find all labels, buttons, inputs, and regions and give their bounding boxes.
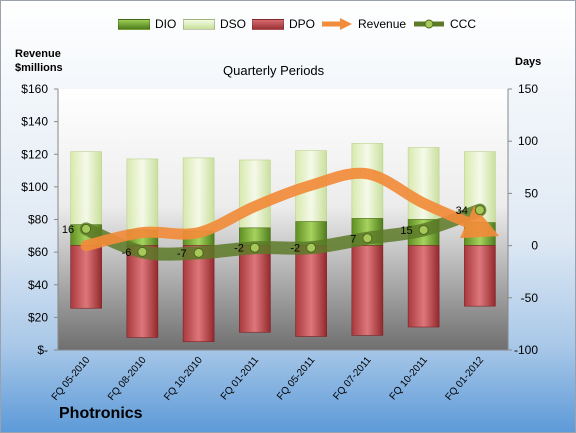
ccc-value-label: 7 [350, 233, 356, 245]
legend-swatch-dso [183, 18, 215, 30]
legend-item-revenue: Revenue [321, 15, 406, 33]
legend-revenue-arrow-icon [322, 18, 352, 30]
plot-title: Quarterly Periods [223, 63, 325, 78]
left-axis-tick-label: $40 [28, 278, 48, 292]
ccc-value-label: -2 [234, 243, 244, 255]
ccc-marker [474, 205, 485, 216]
ccc-value-label: 16 [62, 224, 74, 236]
left-axis-tick-label: $60 [28, 245, 48, 259]
bar-dso [182, 157, 215, 232]
legend-item-dpo: DPO [252, 15, 315, 33]
bar-dpo [239, 245, 271, 333]
bar-dpo [407, 245, 440, 328]
right-axis-tick-label: 0 [531, 239, 538, 253]
right-axis-tick-label: -50 [521, 291, 539, 305]
left-axis-tick-label: $160 [21, 82, 48, 96]
ccc-marker [306, 242, 317, 253]
right-axis-tick-label: 100 [518, 134, 538, 148]
legend-label-dpo: DPO [289, 17, 316, 31]
ccc-marker [362, 233, 373, 244]
left-axis-title-line1: Revenue [15, 48, 61, 60]
bar-dpo [182, 245, 215, 342]
legend-label-ccc: CCC [450, 17, 476, 31]
ccc-value-label: -6 [122, 247, 132, 259]
ccc-marker [137, 246, 148, 257]
legend-item-ccc: CCC [413, 15, 476, 33]
legend-label-revenue: Revenue [358, 17, 407, 31]
bar-dso [126, 158, 159, 231]
ccc-marker [249, 242, 260, 253]
left-axis-title: Revenue $millions [15, 47, 63, 75]
left-axis-tick-label: $140 [21, 115, 48, 129]
revenue-line [80, 167, 500, 252]
left-axis-tick-label: $- [37, 343, 48, 357]
bar-dpo [295, 245, 327, 337]
legend-item-dio: DIO [118, 15, 176, 33]
ccc-value-label: -7 [177, 248, 187, 260]
left-axis-title-line2: $millions [15, 62, 63, 74]
ccc-value-label: 15 [400, 225, 412, 237]
ccc-marker [193, 247, 204, 258]
bar-dpo [464, 245, 496, 307]
legend-label-dio: DIO [155, 17, 177, 31]
left-axis-tick-label: $20 [28, 310, 48, 324]
bar-dso [70, 151, 102, 226]
legend-swatch-dpo [252, 18, 284, 30]
left-axis-tick-label: $80 [28, 213, 48, 227]
right-axis-title: Days [515, 56, 542, 68]
ccc-marker [81, 223, 92, 234]
right-axis-tick-label: 150 [518, 82, 538, 96]
legend-label-dso: DSO [220, 17, 247, 31]
legend-swatch-dio [118, 18, 150, 30]
ccc-marker [418, 224, 429, 235]
bar-dpo [70, 245, 102, 309]
right-axis-tick-label: -100 [514, 343, 538, 357]
bar-dpo [351, 245, 384, 336]
right-axis-tick-label: 50 [525, 186, 539, 200]
left-axis-tick-label: $120 [21, 147, 48, 161]
ccc-value-label: -2 [290, 243, 300, 255]
legend-ccc-line-icon [414, 19, 444, 29]
left-axis-tick-label: $100 [21, 180, 48, 194]
legend-item-dso: DSO [183, 15, 246, 33]
company-name: Photronics [59, 405, 143, 422]
ccc-value-label: 34 [456, 205, 468, 217]
